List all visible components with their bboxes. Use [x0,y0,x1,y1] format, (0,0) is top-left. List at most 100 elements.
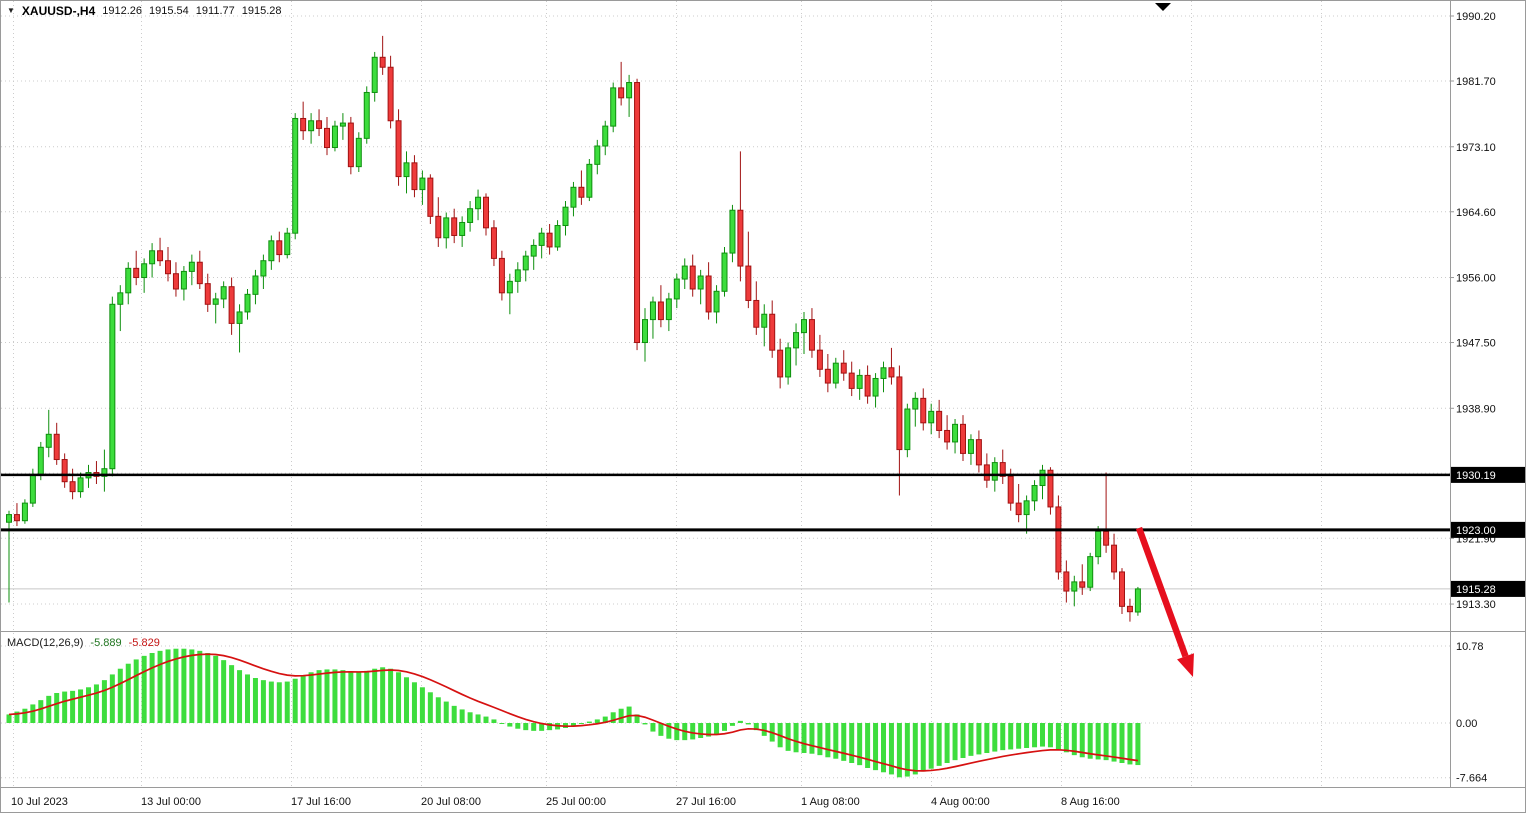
macd-histogram-bar [888,723,894,775]
macd-histogram-bar [706,723,712,737]
candle-body [1039,469,1046,487]
macd-histogram-bar [459,709,465,723]
candle-body [705,275,712,313]
candle-body [594,145,601,165]
macd-histogram-bar [722,723,727,731]
chart-shift-marker[interactable] [1155,3,1171,11]
macd-histogram-bar [252,677,258,723]
macd-histogram-bar [268,681,274,723]
macd-histogram-bar [356,672,362,723]
candle-body [324,127,330,149]
candle-body [53,433,60,461]
macd-histogram-bar [189,649,195,723]
candle-body [244,293,251,313]
time-axis-label: 13 Jul 00:00 [141,796,201,808]
candle-body [1079,581,1086,588]
macd-histogram-bar [1079,723,1085,758]
price-axis-label: 1913.30 [1456,599,1496,611]
candle-body [999,462,1006,477]
macd-histogram-bar [674,723,680,741]
macd-histogram-bar [22,708,28,723]
macd-histogram-bar [308,672,314,723]
symbol-dropdown-icon[interactable]: ▼ [7,6,15,15]
price-axis-label: 1981.70 [1456,76,1496,88]
macd-histogram-bar [1055,723,1061,750]
macd-histogram-bar [626,706,632,723]
candle-body [133,267,140,279]
macd-histogram-bar [531,723,537,731]
macd-histogram-bar [499,723,505,724]
candle-body [928,410,935,424]
trend-arrow-head[interactable] [1177,653,1194,677]
candle-body [29,474,36,504]
macd-histogram-bar [388,668,394,723]
macd-axis-label: 10.78 [1456,641,1484,653]
macd-histogram-bar [618,708,624,723]
price-tag-bg [1451,466,1525,483]
macd-histogram-bar [873,723,879,771]
macd-histogram-bar [6,714,12,723]
macd-histogram-bar [745,723,751,725]
macd-histogram-bar [300,675,306,723]
candle-body [498,257,505,294]
candle-body [284,232,291,256]
macd-histogram-bar [1024,723,1030,749]
macd-histogram-bar [30,704,36,723]
price-axis-label: 1990.20 [1456,11,1496,23]
candle-body [872,377,879,397]
macd-histogram-bar [698,723,704,739]
macd-histogram-bar [634,714,640,723]
macd-histogram-bar [1016,723,1022,749]
candle-body [13,514,20,522]
candle-body [975,439,982,466]
candle-body [761,313,768,328]
candle-body [904,408,911,451]
candle-body [960,423,966,454]
macd-histogram-bar [260,680,266,723]
candle-body [403,162,410,178]
macd-histogram-bar [1000,723,1006,751]
candle-body [983,464,990,481]
candle-body [785,347,792,378]
candle-body [888,367,895,378]
macd-histogram-bar [54,692,60,723]
candle-body [188,261,195,272]
candle-body [586,163,593,198]
candle-body [117,292,124,305]
macd-histogram-bar [1040,723,1045,747]
candle-body [936,410,943,431]
candle-body [896,376,903,451]
candle-body [944,429,951,443]
time-axis-label: 10 Jul 2023 [11,796,68,808]
macd-histogram-bar [78,689,84,723]
candle-body [832,362,839,384]
macd-histogram-bar [547,723,553,731]
candle-body [626,82,633,99]
candle-body [141,263,148,279]
candle-body [212,298,219,305]
macd-histogram-bar [149,652,155,723]
candle-body [101,468,108,477]
candle-body [578,186,585,198]
candle-body [260,260,267,277]
macd-histogram-bar [968,723,974,756]
macd-histogram-bar [1119,723,1125,764]
trend-arrow-shaft[interactable] [1135,526,1189,658]
candle-body [45,433,52,448]
macd-histogram-bar [1047,723,1053,748]
macd-histogram-bar [1087,723,1093,759]
candle-body [363,91,370,139]
candle-body [1031,485,1038,502]
candle-body [816,349,823,370]
candle-body [793,332,800,349]
candle-body [801,319,807,334]
macd-histogram-bar [841,723,847,761]
candle-body [1119,571,1125,607]
macd-histogram-bar [642,723,648,725]
macd-signal-value: -5.829 [128,637,160,649]
macd-histogram-bar [586,721,592,723]
macd-histogram-bar [380,667,386,723]
time-axis-label: 4 Aug 00:00 [931,796,990,808]
